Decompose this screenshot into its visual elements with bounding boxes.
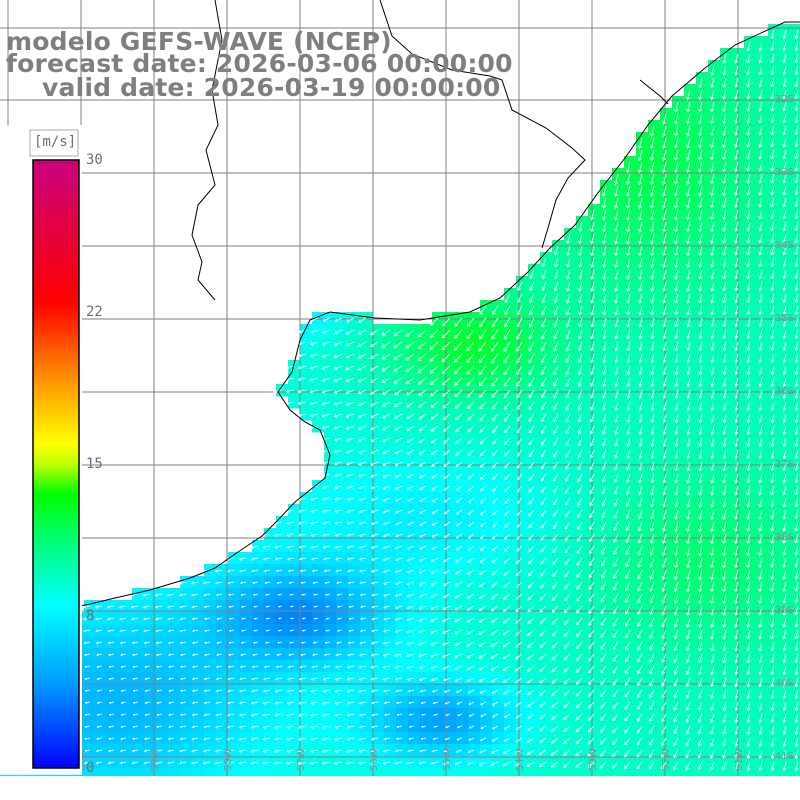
colorbar-unit: [m/s] <box>34 134 77 150</box>
lon-label: 56W <box>369 748 380 771</box>
colorbar-tick-0: 0 <box>86 760 95 776</box>
lon-label: 53W <box>588 748 599 771</box>
lat-label: 41S <box>775 751 794 762</box>
colorbar-tick-15: 15 <box>86 456 103 472</box>
lat-label: 34S <box>775 240 794 251</box>
colorbar-tick-22: 22 <box>86 304 103 320</box>
lat-label: 40S <box>775 678 794 689</box>
lon-label: 54W <box>515 748 526 771</box>
lat-label: 39S <box>775 605 794 616</box>
lon-label: 57W <box>296 748 307 771</box>
valid-date: valid date: 2026-03-19 00:00:00 <box>42 73 501 102</box>
colorbar-scale <box>32 159 80 769</box>
forecast-date: forecast date: 2026-03-06 00:00:00 <box>6 49 513 78</box>
lon-label: 60W <box>77 748 88 771</box>
lon-label: 52W <box>661 748 672 771</box>
lon-label: 55W <box>442 748 453 771</box>
lat-label: 37S <box>775 459 794 470</box>
lon-label: 59W <box>150 748 161 771</box>
lat-label: 36S <box>775 386 794 397</box>
colorbar-panel <box>0 125 82 775</box>
lat-label: 32S <box>775 94 794 105</box>
unit-box <box>29 129 79 157</box>
lat-label: 38S <box>775 532 794 543</box>
lon-label: 58W <box>223 748 234 771</box>
model-title: modelo GEFS-WAVE (NCEP) <box>6 27 392 56</box>
coastline <box>0 0 800 616</box>
colorbar-tick-8: 8 <box>86 608 95 624</box>
colorbar-tick-30: 30 <box>86 152 103 168</box>
lat-label: 35S <box>775 313 794 324</box>
lat-label: 33S <box>775 167 794 178</box>
lon-label: 51W <box>734 748 745 771</box>
